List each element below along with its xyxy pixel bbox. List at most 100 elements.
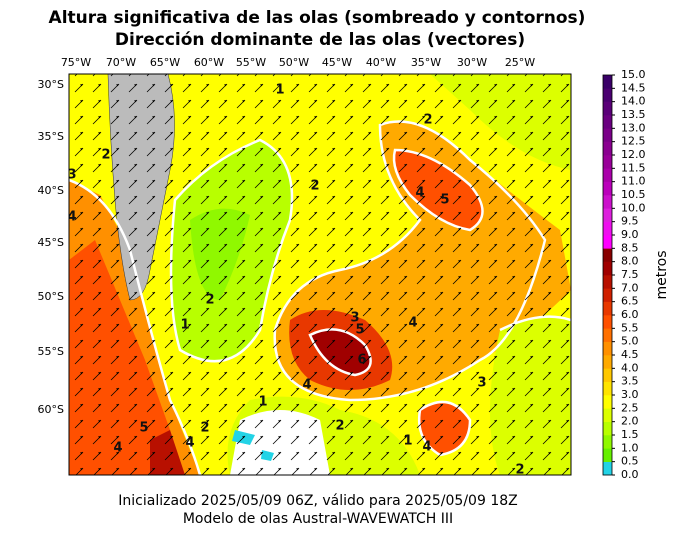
title: Dirección dominante de las olas (vectore… [115,30,525,50]
colorbar-segment [603,275,612,289]
colorbar-tick-label: 11.5 [621,161,646,174]
colorbar-tick-label: 5.5 [621,321,639,334]
colorbar-segment [603,381,612,396]
lat-label: 35°S [38,130,64,143]
colorbar-tick-label: 10.5 [621,188,646,201]
colorbar-segment [603,88,612,102]
colorbar-segment [603,421,612,436]
colorbar-segment [603,261,612,276]
colorbar-segment [603,341,612,356]
colorbar-segment [603,448,612,462]
contour-label: 4 [408,316,417,331]
colorbar-segment [603,155,612,169]
colorbar-segment [603,235,612,249]
colorbar-segment [603,355,612,369]
contour-label: 1 [180,318,189,333]
contour-label: 4 [415,186,424,201]
colorbar-tick-label: 0.0 [621,468,639,481]
colorbar-segment [603,101,612,116]
contour-label: 1 [275,83,284,98]
colorbar-segment [603,301,612,316]
colorbar-tick-label: 3.0 [621,388,639,401]
colorbar-segment [603,408,612,422]
lat-label: 60°S [38,403,64,416]
colorbar-segment [603,181,612,196]
colorbar-segment [603,368,612,382]
lon-label: 70°W [106,56,136,69]
colorbar-segment [603,288,612,302]
colorbar-segment [603,395,612,409]
colorbar-segment [603,75,612,89]
lat-label: 45°S [38,236,64,249]
lon-label: 50°W [279,56,309,69]
lat-label: 40°S [38,184,64,197]
contour-label: 4 [67,210,76,225]
lon-label: 75°W [61,56,91,69]
footer: Modelo de olas Austral-WAVEWATCH III [183,511,453,527]
colorbar-segment [603,141,612,156]
colorbar-tick-label: 12.5 [621,135,646,148]
colorbar-segment [603,208,612,222]
contour-label: 3 [477,376,486,391]
colorbar-tick-label: 1.0 [621,441,639,454]
colorbar-tick-label: 6.5 [621,295,639,308]
lon-label: 60°W [194,56,224,69]
contour-label: 2 [423,113,432,128]
colorbar-tick-label: 0.5 [621,455,639,468]
colorbar-segment [603,128,612,142]
colorbar-segment [603,461,612,476]
colorbar-segment [603,221,612,236]
colorbar-tick-label: 12.0 [621,148,646,161]
colorbar-segment [603,328,612,342]
lon-label: 65°W [150,56,180,69]
colorbar-tick-label: 11.0 [621,175,646,188]
colorbar-segment [603,435,612,449]
footer: Inicializado 2025/05/09 06Z, válido para… [118,493,517,509]
colorbar-tick-label: 9.5 [621,215,639,228]
contour-label: 4 [302,378,311,393]
contour-label: 1 [403,434,412,449]
contour-label: 4 [113,441,122,456]
colorbar-tick-label: 10.0 [621,201,646,214]
colorbar-segment [603,115,612,129]
contour-label: 5 [355,323,364,338]
contour-label: 6 [357,353,366,368]
colorbar-segment [603,168,612,182]
colorbar-tick-label: 3.5 [621,375,639,388]
colorbar-tick-label: 4.0 [621,361,639,374]
contour-label: 2 [515,463,524,478]
contour-label: 5 [440,193,449,208]
lon-label: 45°W [322,56,352,69]
contour-label: 3 [67,168,76,183]
lon-label: 55°W [236,56,266,69]
colorbar-label: metros [654,250,670,299]
colorbar-segment [603,315,612,329]
contour-label: 3 [350,311,359,326]
colorbar-tick-label: 7.5 [621,268,639,281]
lon-label: 30°W [457,56,487,69]
contour-label: 2 [335,419,344,434]
lon-label: 40°W [366,56,396,69]
contour-label: 2 [200,421,209,436]
colorbar-tick-label: 2.5 [621,401,639,414]
colorbar-tick-label: 8.5 [621,241,639,254]
contour-label: 5 [139,421,148,436]
contour-label: 4 [185,436,194,451]
colorbar-tick-label: 14.5 [621,81,646,94]
colorbar-tick-label: 1.5 [621,428,639,441]
colorbar-tick-label: 4.5 [621,348,639,361]
lat-label: 50°S [38,290,64,303]
colorbar-tick-label: 14.0 [621,95,646,108]
map-frame [68,73,572,476]
colorbar-segment [603,195,612,209]
lat-label: 55°S [38,345,64,358]
contour-label: 1 [258,395,267,410]
lon-label: 25°W [505,56,535,69]
colorbar-tick-label: 7.0 [621,281,639,294]
colorbar-tick-label: 13.5 [621,108,646,121]
contour-label: 2 [310,179,319,194]
contour-label: 2 [205,293,214,308]
title: Altura significativa de las olas (sombre… [49,8,586,28]
